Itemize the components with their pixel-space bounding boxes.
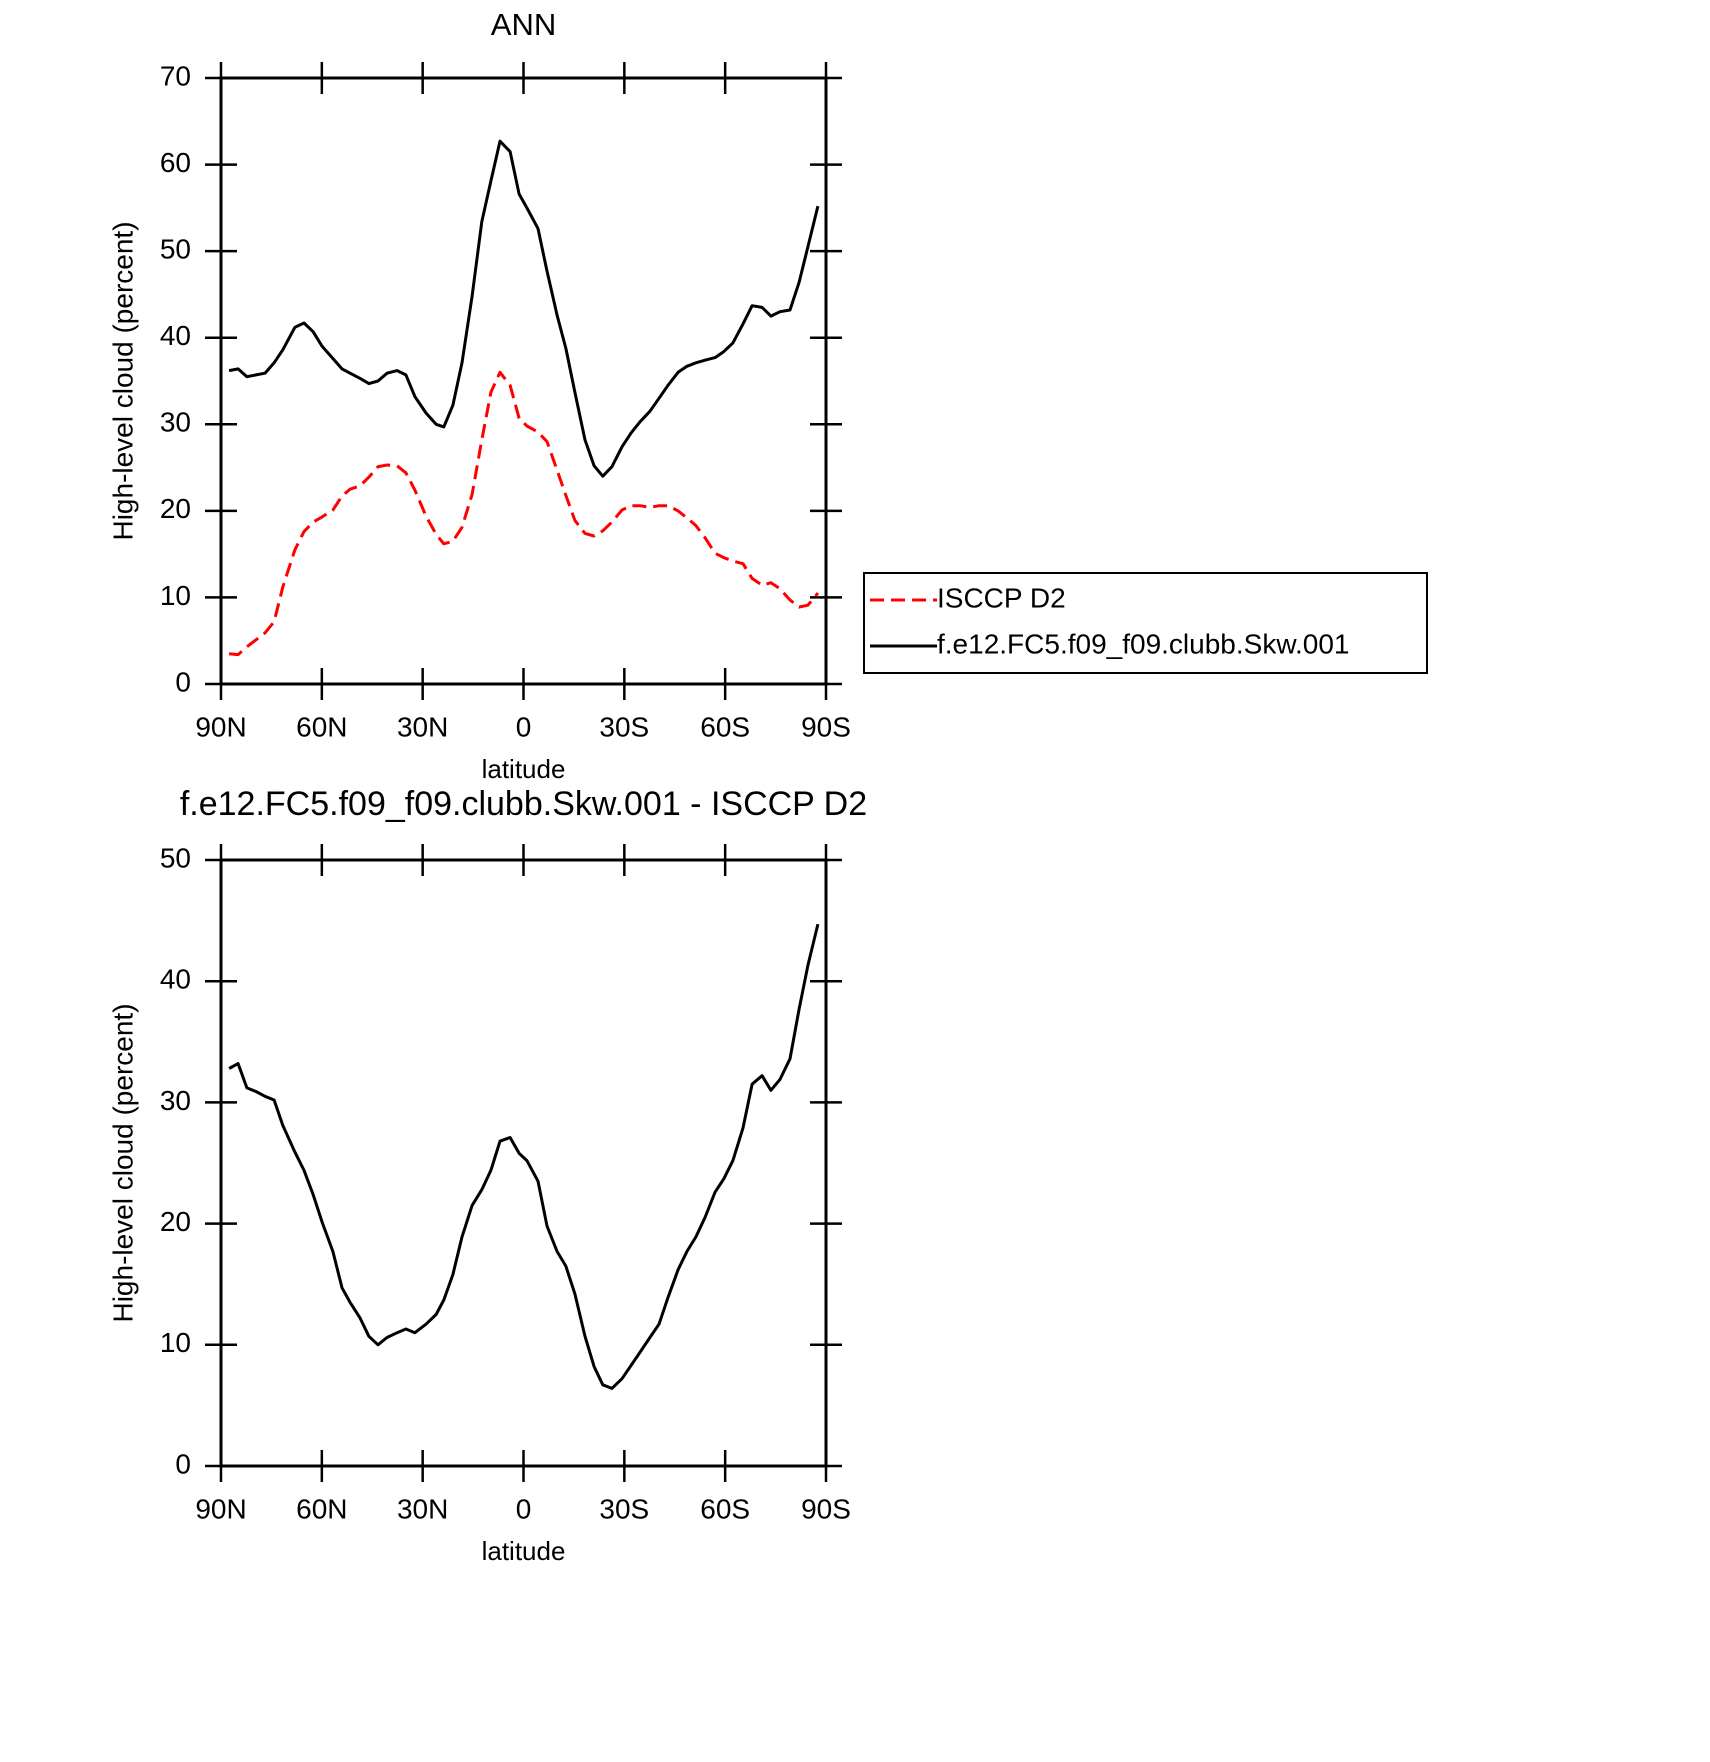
y-tick-label: 0 xyxy=(175,1448,191,1479)
data-line xyxy=(228,370,820,657)
x-tick-label: 90N xyxy=(195,1493,246,1524)
x-tick-label: 60S xyxy=(700,1493,750,1524)
y-tick-label: 50 xyxy=(160,842,191,873)
x-tick-label: 90S xyxy=(801,711,851,742)
x-axis-label: latitude xyxy=(482,1536,566,1566)
x-tick-label: 60N xyxy=(296,711,347,742)
chart-title: ANN xyxy=(491,7,556,42)
y-tick-label: 70 xyxy=(160,60,191,91)
y-tick-label: 30 xyxy=(160,1085,191,1116)
plot-frame xyxy=(219,76,828,686)
x-tick-label: 60S xyxy=(700,711,750,742)
x-axis-label: latitude xyxy=(482,754,566,784)
y-tick-label: 60 xyxy=(160,147,191,178)
x-tick-label: 30S xyxy=(599,1493,649,1524)
y-tick-label: 0 xyxy=(175,666,191,697)
y-tick-label: 10 xyxy=(160,580,191,611)
y-axis-label: High-level cloud (percent) xyxy=(107,1003,138,1322)
x-tick-label: 30N xyxy=(397,1493,448,1524)
x-tick-label: 60N xyxy=(296,1493,347,1524)
chart-title: f.e12.FC5.f09_f09.clubb.Skw.001 - ISCCP … xyxy=(180,785,867,823)
y-tick-label: 20 xyxy=(160,493,191,524)
x-tick-label: 0 xyxy=(516,711,532,742)
data-line xyxy=(228,923,820,1390)
legend-label: ISCCP D2 xyxy=(937,582,1066,613)
y-tick-label: 50 xyxy=(160,234,191,265)
y-tick-label: 40 xyxy=(160,964,191,995)
data-line xyxy=(228,139,820,478)
y-axis-label: High-level cloud (percent) xyxy=(107,221,138,540)
plot-frame xyxy=(219,858,828,1468)
x-tick-label: 30S xyxy=(599,711,649,742)
y-tick-label: 20 xyxy=(160,1206,191,1237)
legend-label: f.e12.FC5.f09_f09.clubb.Skw.001 xyxy=(937,628,1350,659)
y-tick-label: 10 xyxy=(160,1327,191,1358)
x-tick-label: 0 xyxy=(516,1493,532,1524)
x-tick-label: 90N xyxy=(195,711,246,742)
x-tick-label: 90S xyxy=(801,1493,851,1524)
x-tick-label: 30N xyxy=(397,711,448,742)
legend-box xyxy=(863,572,1428,674)
y-tick-label: 30 xyxy=(160,407,191,438)
y-tick-label: 40 xyxy=(160,320,191,351)
